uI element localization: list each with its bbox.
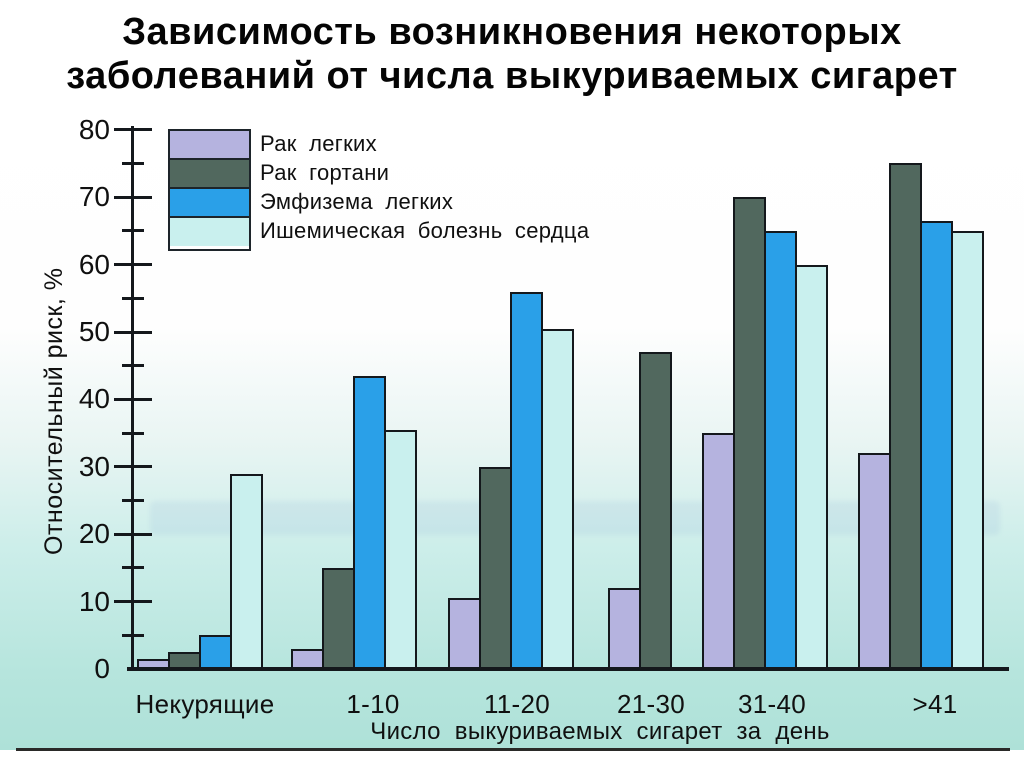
- bar-Рак гортани-11-20: [479, 467, 512, 671]
- bar-Рак гортани-21-30: [639, 352, 672, 671]
- y-tick-label-60: 60: [78, 248, 110, 280]
- y-tick-label-70: 70: [78, 181, 110, 213]
- bar-Ишемическая болезнь сердца->41: [951, 231, 984, 671]
- bar-Эмфизема легких-Некурящие: [199, 635, 232, 671]
- y-tick-label-50: 50: [78, 316, 110, 347]
- y-tick-label-30: 30: [78, 450, 110, 482]
- legend-label-Эмфизема легких: Эмфизема легких: [260, 189, 454, 214]
- legend-label-Рак гортани: Рак гортани: [260, 160, 390, 185]
- legend-swatch-Рак легких: [170, 131, 249, 160]
- y-tick-label-10: 10: [78, 585, 110, 617]
- bar-Ишемическая болезнь сердца-1-10: [384, 430, 417, 671]
- bar-Эмфизема легких->41: [920, 221, 953, 671]
- legend-swatch-Рак гортани: [170, 160, 249, 189]
- x-tick-label-11-20: 11-20: [483, 689, 551, 719]
- x-tick-label->41: >41: [912, 689, 958, 719]
- y-tick-label-20: 20: [78, 518, 110, 550]
- bottom-rule: [16, 748, 1010, 751]
- bar-Ишемическая болезнь сердца-11-20: [541, 329, 574, 671]
- bar-Рак гортани-1-10: [322, 568, 355, 671]
- legend-swatch-Ишемическая болезнь сердца: [170, 218, 249, 246]
- bar-Эмфизема легких-1-10: [353, 376, 386, 671]
- y-tick-label-0: 0: [94, 653, 110, 684]
- bar-Рак гортани->41: [889, 163, 922, 671]
- bar-Ишемическая болезнь сердца-31-40: [795, 265, 828, 671]
- bar-Эмфизема легких-11-20: [510, 292, 543, 671]
- y-axis-title: Относительный риск, %: [40, 267, 68, 555]
- legend-label-Рак легких: Рак легких: [260, 131, 377, 156]
- x-tick-label-Некурящие: Некурящие: [135, 689, 275, 719]
- x-tick-label-31-40: 31-40: [738, 689, 806, 719]
- y-tick-label-40: 40: [78, 383, 110, 415]
- legend-label-Ишемическая болезнь сердца: Ишемическая болезнь сердца: [260, 218, 590, 243]
- bar-Ишемическая болезнь сердца-Некурящие: [230, 474, 263, 671]
- legend-labels: Рак легких Рак гортани Эмфизема легких Ишем…: [260, 129, 589, 245]
- legend-swatches: [168, 129, 251, 251]
- bar-Эмфизема легких-31-40: [764, 231, 797, 671]
- chart-title: Зависимость возникновения некоторых забо…: [0, 10, 1024, 98]
- x-axis-title: Число выкуриваемых сигарет за день: [370, 718, 830, 745]
- legend-swatch-Эмфизема легких: [170, 189, 249, 218]
- bar-Рак легких-31-40: [702, 433, 735, 671]
- bar-Рак гортани-31-40: [733, 197, 766, 671]
- chart-title-line2: заболеваний от числа выкуриваемых сигаре…: [66, 55, 958, 97]
- y-axis-line: [131, 126, 134, 671]
- y-tick-label-80: 80: [78, 113, 110, 145]
- chart-title-line1: Зависимость возникновения некоторых: [122, 11, 902, 53]
- bar-Рак легких->41: [858, 453, 891, 671]
- bar-Рак легких-21-30: [608, 588, 641, 671]
- x-axis-line: [127, 667, 1009, 671]
- x-tick-label-1-10: 1-10: [346, 689, 400, 719]
- x-tick-label-21-30: 21-30: [617, 689, 685, 719]
- bar-Рак легких-11-20: [448, 598, 481, 671]
